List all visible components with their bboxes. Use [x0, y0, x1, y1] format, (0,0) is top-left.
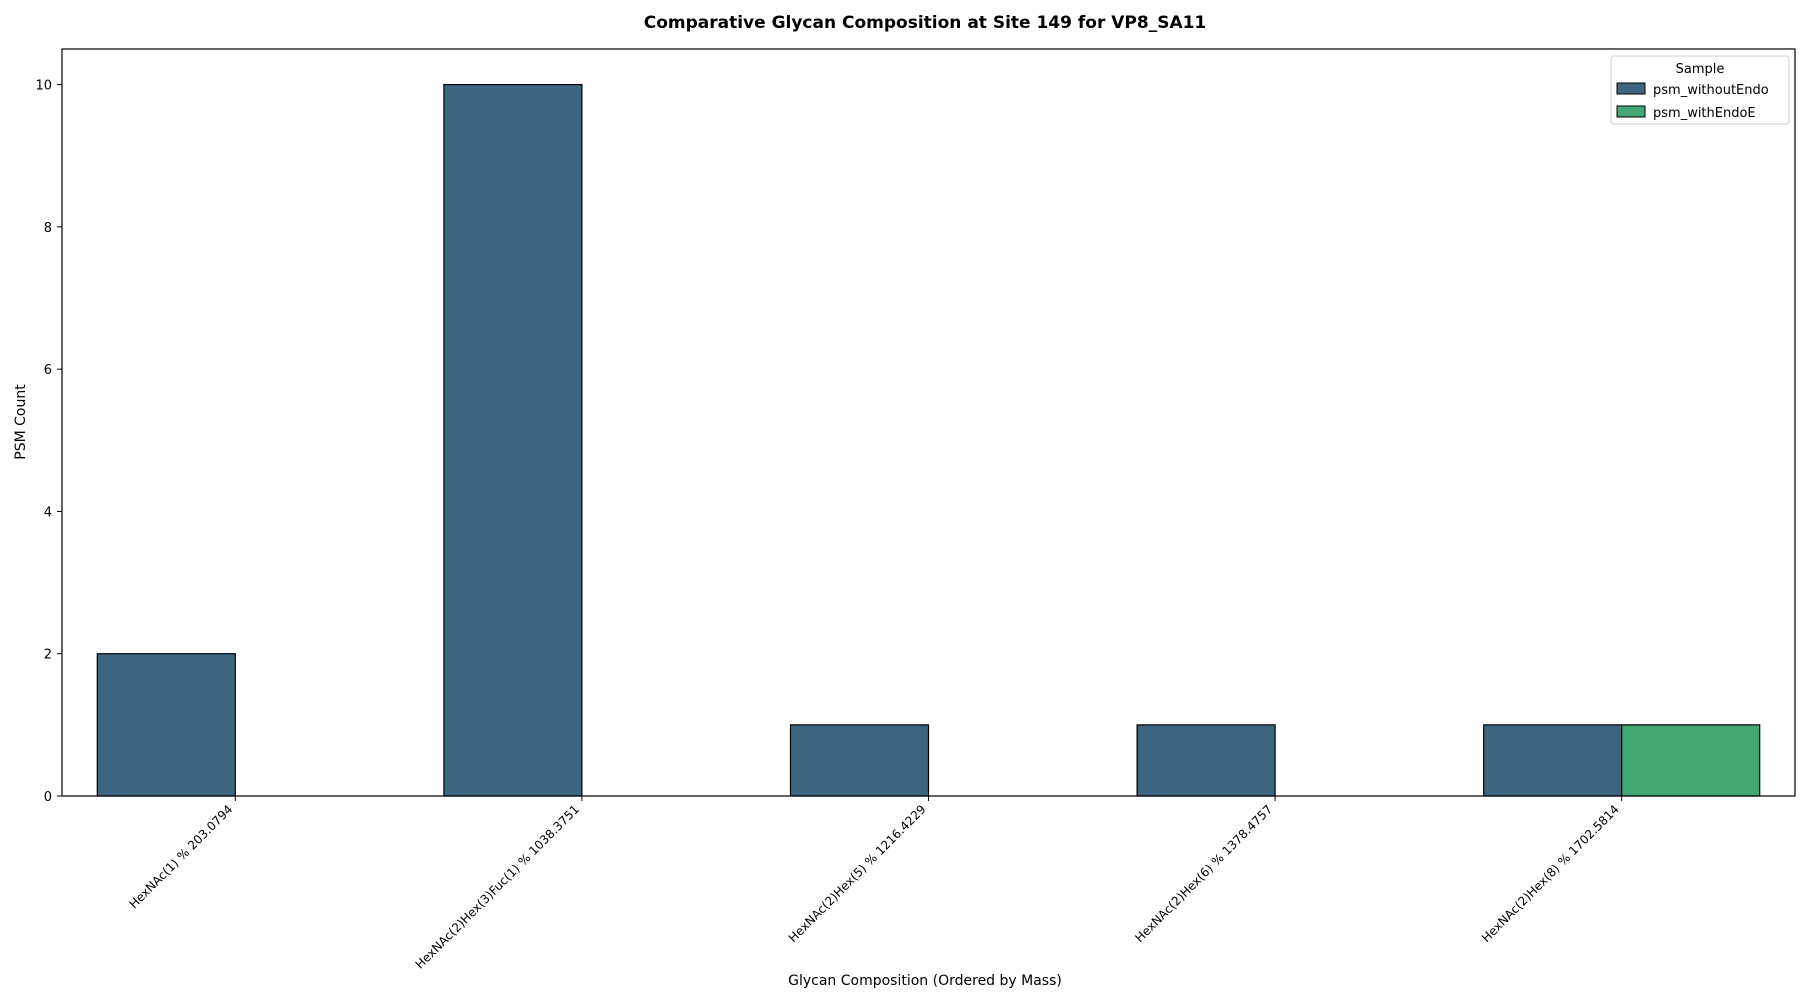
legend: Sample psm_withoutEndo psm_withEndoE — [1610, 55, 1790, 125]
legend-box — [1610, 55, 1790, 125]
x-tick-label: HexNAc(2)Hex(8) % 1702.5814 — [1479, 802, 1622, 945]
plot-frame — [61, 48, 1796, 797]
x-axis-label: Glycan Composition (Ordered by Mass) — [788, 973, 1062, 989]
y-tick-label: 8 — [44, 221, 52, 236]
chart-title: Comparative Glycan Composition at Site 1… — [644, 13, 1207, 33]
bar-psm_withoutEndo-4 — [1483, 724, 1623, 797]
legend-label-psm_withoutEndo: psm_withoutEndo — [1653, 83, 1769, 98]
y-tick-label: 0 — [44, 790, 52, 805]
x-tick-label: HexNAc(2)Hex(3)Fuc(1) % 1038.3751 — [413, 802, 582, 971]
bar-psm_withoutEndo-1 — [443, 83, 583, 797]
bar-psm_withoutEndo-3 — [1136, 724, 1276, 797]
legend-label-psm_withEndoE: psm_withEndoE — [1653, 106, 1756, 121]
plot-area: 0 2 4 6 8 10 HexNAc(1) % 203.0794 HexNAc(2)Hex(… — [35, 48, 1796, 972]
bar-psm_withoutEndo-0 — [96, 653, 236, 797]
y-tick-label: 10 — [35, 79, 52, 94]
legend-title: Sample — [1676, 62, 1725, 77]
bar-psm_withoutEndo-2 — [789, 724, 930, 797]
x-tick-label: HexNAc(2)Hex(6) % 1378.4757 — [1132, 802, 1275, 945]
y-tick-label: 2 — [44, 648, 52, 663]
y-tick-label: 4 — [44, 505, 52, 520]
x-tick-label: HexNAc(1) % 203.0794 — [126, 802, 235, 911]
y-tick-label: 6 — [44, 363, 52, 378]
bar-psm_withEndoE-4 — [1621, 724, 1761, 797]
legend-swatch-psm_withoutEndo — [1616, 82, 1646, 95]
legend-swatch-psm_withEndoE — [1616, 105, 1646, 118]
x-tick-label: HexNAc(2)Hex(5) % 1216.4229 — [786, 802, 929, 945]
y-axis-label: PSM Count — [13, 384, 29, 460]
